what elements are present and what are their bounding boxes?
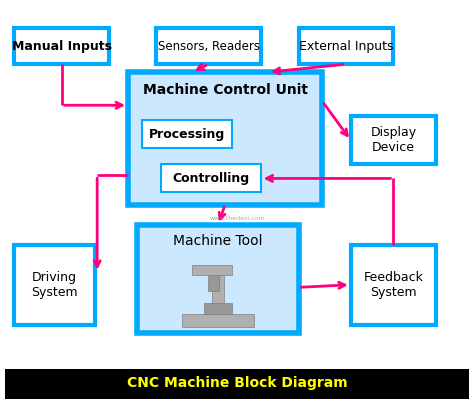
FancyBboxPatch shape (208, 275, 219, 291)
FancyBboxPatch shape (299, 28, 393, 64)
FancyBboxPatch shape (5, 369, 469, 399)
Text: Controlling: Controlling (173, 172, 249, 185)
FancyBboxPatch shape (351, 116, 436, 164)
Text: Processing: Processing (149, 128, 225, 141)
Text: Machine Control Unit: Machine Control Unit (143, 83, 308, 97)
FancyBboxPatch shape (351, 245, 436, 325)
Text: Feedback
System: Feedback System (364, 271, 423, 299)
FancyBboxPatch shape (137, 225, 299, 333)
Text: Display
Device: Display Device (370, 126, 417, 154)
Text: Manual Inputs: Manual Inputs (12, 40, 111, 53)
FancyBboxPatch shape (142, 120, 232, 148)
Text: CNC Machine Block Diagram: CNC Machine Block Diagram (127, 377, 347, 390)
Text: www.thedesi.com: www.thedesi.com (209, 216, 265, 221)
Text: Driving
System: Driving System (31, 271, 78, 299)
FancyBboxPatch shape (204, 303, 232, 314)
FancyBboxPatch shape (128, 72, 322, 205)
Text: Machine Tool: Machine Tool (173, 234, 263, 247)
FancyBboxPatch shape (14, 245, 95, 325)
FancyBboxPatch shape (156, 28, 261, 64)
FancyBboxPatch shape (14, 28, 109, 64)
Text: External Inputs: External Inputs (299, 40, 393, 53)
FancyBboxPatch shape (212, 269, 224, 303)
FancyBboxPatch shape (192, 265, 232, 275)
FancyBboxPatch shape (161, 164, 261, 192)
Text: Sensors, Readers: Sensors, Readers (157, 40, 260, 53)
FancyBboxPatch shape (182, 314, 254, 327)
